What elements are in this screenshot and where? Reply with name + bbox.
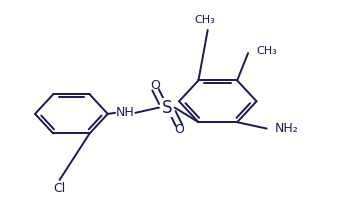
Text: CH₃: CH₃ <box>257 46 277 56</box>
Text: NH: NH <box>116 106 135 119</box>
Text: Cl: Cl <box>53 182 66 195</box>
Text: O: O <box>151 79 161 92</box>
Text: CH₃: CH₃ <box>194 15 215 25</box>
Text: NH₂: NH₂ <box>275 122 299 135</box>
Text: O: O <box>174 123 184 136</box>
Text: S: S <box>162 99 173 117</box>
